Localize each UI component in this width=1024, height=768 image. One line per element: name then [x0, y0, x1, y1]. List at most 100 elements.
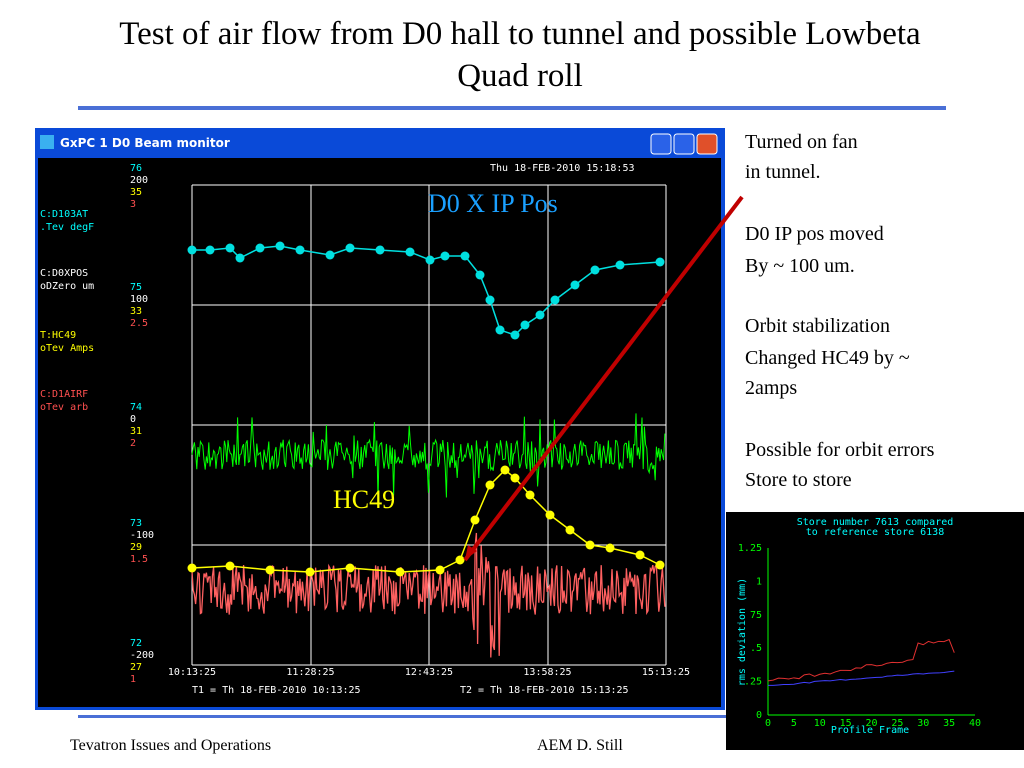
marker-cyan — [255, 243, 265, 253]
channel-name: C:D1AIRF — [40, 389, 88, 400]
marker-cyan — [520, 320, 530, 330]
marker-cyan — [425, 255, 435, 265]
inset-trace-red — [767, 638, 955, 682]
marker-cyan — [615, 260, 625, 270]
marker-cyan — [485, 295, 495, 305]
close-button[interactable] — [696, 133, 718, 155]
scale-label: 35 — [130, 187, 142, 198]
inset-x-label: Profile Frame — [831, 725, 909, 736]
trace-green — [191, 413, 666, 500]
channel-units: oDZero um — [40, 281, 94, 292]
inset-trace-blue — [767, 670, 955, 686]
x-tick-label: 12:43:25 — [405, 667, 453, 678]
inset-x-tick: 5 — [791, 718, 797, 729]
channel-units: oTev arb — [40, 402, 88, 413]
maximize-button[interactable] — [673, 133, 695, 155]
marker-yellow — [605, 543, 615, 553]
note-line: Store to store — [745, 469, 852, 491]
marker-yellow — [510, 473, 520, 483]
slide-title: Test of air flow from D0 hall to tunnel … — [119, 16, 921, 52]
scale-label: 75 — [130, 282, 142, 293]
t2: T2 = Th 18-FEB-2010 15:13:25 — [460, 685, 629, 696]
channel-name: C:D103AT — [40, 209, 88, 220]
marker-yellow — [565, 525, 575, 535]
note-line: 2amps — [745, 377, 797, 399]
note-line: Changed HC49 by ~ — [745, 347, 910, 369]
inset-y-tick: 1 — [756, 576, 762, 587]
marker-cyan — [460, 251, 470, 261]
marker-cyan — [187, 245, 197, 255]
scale-label: 29 — [130, 542, 142, 553]
scale-label: 2 — [130, 438, 136, 449]
window-icon — [40, 135, 54, 149]
marker-cyan — [375, 245, 385, 255]
x-tick-label: 11:28:25 — [286, 667, 334, 678]
note-line: Orbit stabilization — [745, 315, 890, 337]
timestamp: Thu 18-FEB-2010 15:18:53 — [490, 163, 635, 174]
inset-y-tick: .25 — [744, 677, 762, 688]
marker-cyan — [295, 245, 305, 255]
scale-label: 200 — [130, 175, 148, 186]
marker-cyan — [550, 295, 560, 305]
marker-yellow — [500, 465, 510, 475]
inset-y-label: rms deviation (mm) — [737, 578, 748, 686]
marker-cyan — [345, 243, 355, 253]
marker-cyan — [655, 257, 665, 267]
marker-cyan — [440, 251, 450, 261]
scale-label: 76 — [130, 163, 142, 174]
marker-yellow — [435, 565, 445, 575]
scale-label: 100 — [130, 294, 148, 305]
marker-cyan — [225, 243, 235, 253]
marker-yellow — [655, 560, 665, 570]
inset-y-tick: 0 — [756, 710, 762, 721]
scale-label: 0 — [130, 414, 136, 425]
inset-title: Store number 7613 compared — [797, 517, 954, 528]
inset-x-tick: 0 — [765, 718, 771, 729]
scale-label: 1.5 — [130, 554, 148, 565]
rule — [78, 715, 946, 718]
inset-x-tick: 35 — [943, 718, 955, 729]
scale-label: 73 — [130, 518, 142, 529]
marker-cyan — [235, 253, 245, 263]
t1: T1 = Th 18-FEB-2010 10:13:25 — [192, 685, 361, 696]
annotation: HC49 — [333, 485, 395, 514]
scale-label: -200 — [130, 650, 154, 661]
inset-x-tick: 30 — [917, 718, 929, 729]
inset-x-tick: 25 — [891, 718, 903, 729]
note-line: Turned on fan — [745, 131, 858, 153]
marker-yellow — [395, 567, 405, 577]
scale-label: 1 — [130, 674, 136, 685]
marker-yellow — [585, 540, 595, 550]
x-tick-label: 10:13:25 — [168, 667, 216, 678]
x-tick-label: 13:58:25 — [523, 667, 571, 678]
marker-cyan — [275, 241, 285, 251]
inset-x-tick: 15 — [840, 718, 852, 729]
inset-x-tick: 40 — [969, 718, 981, 729]
slide-title: Quad roll — [457, 58, 583, 94]
channel-name: T:HC49 — [40, 330, 76, 341]
inset-x-tick: 10 — [814, 718, 826, 729]
arrow-head — [465, 545, 477, 560]
channel-units: oTev Amps — [40, 343, 94, 354]
scale-label: 27 — [130, 662, 142, 673]
marker-yellow — [455, 555, 465, 565]
marker-cyan — [405, 247, 415, 257]
inset-title: to reference store 6138 — [806, 527, 944, 538]
marker-yellow — [265, 565, 275, 575]
marker-cyan — [570, 280, 580, 290]
inset-y-tick: .5 — [750, 643, 762, 654]
inset-x-tick: 20 — [865, 718, 877, 729]
scale-label: 74 — [130, 402, 142, 413]
marker-yellow — [525, 490, 535, 500]
note-line: Possible for orbit errors — [745, 439, 935, 461]
scale-label: 31 — [130, 426, 142, 437]
window-title: GxPC 1 D0 Beam monitor — [60, 136, 230, 150]
arrow — [463, 195, 744, 562]
scale-label: -100 — [130, 530, 154, 541]
marker-yellow — [345, 563, 355, 573]
marker-yellow — [470, 515, 480, 525]
footer-left: Tevatron Issues and Operations — [70, 737, 271, 754]
minimize-button[interactable] — [650, 133, 672, 155]
